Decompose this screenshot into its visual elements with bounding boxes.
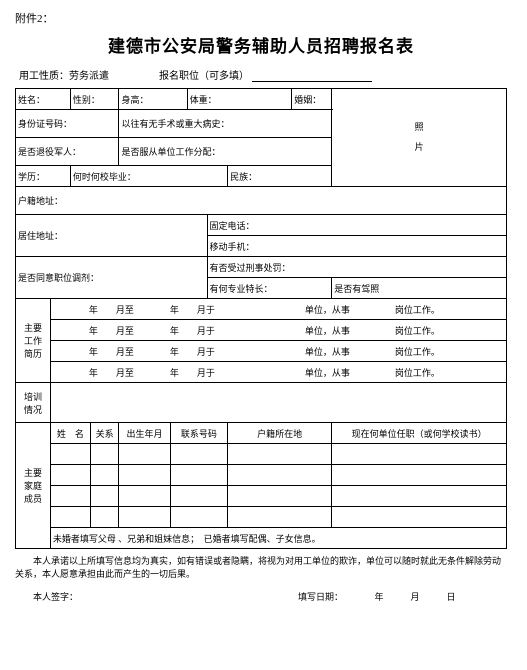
fam-r3c1: [50, 486, 90, 507]
fam-r4c4: [170, 507, 228, 528]
fam-r4c3: [119, 507, 170, 528]
weight-cell: 体重：: [187, 89, 292, 110]
adj-cell: 是否同意职位调剂：: [16, 257, 208, 299]
disease-cell: 以往有无手术或重大病史：: [119, 110, 332, 138]
work-row-4: 年 月至 年 月于 单位，从事 岗位工作。: [50, 362, 506, 383]
skill-cell: 有何专业特长：: [207, 278, 332, 299]
fam-r2c2: [90, 465, 119, 486]
grad-cell: 何时何校毕业：: [70, 166, 227, 187]
fam-h-phone: 联系号码: [170, 423, 228, 444]
veteran-cell: 是否退役军人：: [16, 138, 119, 166]
form-table: 姓名： 性别： 身高： 体重： 婚姻： 照片 身份证号码： 以往有无手术或重大病…: [15, 88, 507, 549]
fam-r2c4: [170, 465, 228, 486]
fam-r1c6: [332, 444, 507, 465]
addr-cell: 居住地址：: [16, 215, 208, 257]
name-cell: 姓名：: [16, 89, 71, 110]
fam-r3c6: [332, 486, 507, 507]
fam-r3c4: [170, 486, 228, 507]
position-label: 报名职位（可多填）: [159, 71, 249, 82]
work-row-2: 年 月至 年 月于 单位，从事 岗位工作。: [50, 320, 506, 341]
fam-r2c1: [50, 465, 90, 486]
assign-cell: 是否服从单位工作分配：: [119, 138, 332, 166]
work-row-1: 年 月至 年 月于 单位，从事 岗位工作。: [50, 299, 506, 320]
train-cell: [50, 383, 506, 423]
fam-r1c5: [228, 444, 332, 465]
work-row-3: 年 月至 年 月于 单位，从事 岗位工作。: [50, 341, 506, 362]
fam-note-cell: 未婚者填写父母 、兄弟和姐妹信息； 已婚者填写配偶、子女信息。: [50, 528, 506, 549]
fam-r1c1: [50, 444, 90, 465]
photo-cell: 照片: [332, 89, 507, 187]
height-cell: 身高：: [119, 89, 187, 110]
id-cell: 身份证号码：: [16, 110, 119, 138]
nation-cell: 民族：: [228, 166, 332, 187]
fam-r4c6: [332, 507, 507, 528]
work-label: 主要工作简历: [16, 299, 51, 383]
declaration: 本人承诺以上所填写信息均为真实，如有错误或者隐瞒，将视为对用工单位的欺诈，单位可…: [15, 555, 507, 580]
family-label: 主要家庭成员: [16, 423, 51, 549]
fam-r1c2: [90, 444, 119, 465]
fam-r3c2: [90, 486, 119, 507]
position-underline: [252, 71, 372, 82]
train-label: 培训情况: [16, 383, 51, 423]
pun-cell: 有否受过刑事处罚：: [207, 257, 506, 278]
fam-r3c3: [119, 486, 170, 507]
fam-r2c3: [119, 465, 170, 486]
employ-type-val: 劳务派遣: [69, 71, 109, 82]
employ-type-label: 用工性质：: [19, 71, 69, 82]
date-label: 填写日期： 年 月 日: [298, 590, 456, 603]
tel-cell: 固定电话：: [207, 215, 506, 236]
mob-cell: 移动手机：: [207, 236, 506, 257]
fam-h-dob: 出生年月: [119, 423, 170, 444]
fam-r1c3: [119, 444, 170, 465]
edu-cell: 学历：: [16, 166, 71, 187]
marry-cell: 婚姻：: [292, 89, 332, 110]
fam-r4c1: [50, 507, 90, 528]
fam-r1c4: [170, 444, 228, 465]
huji-cell: 户籍地址：: [16, 187, 507, 215]
fam-r3c5: [228, 486, 332, 507]
fam-h-job: 现在何单位任职（或何学校读书）: [332, 423, 507, 444]
fam-r4c2: [90, 507, 119, 528]
attachment-label: 附件2：: [15, 10, 507, 26]
sign-label: 本人签字：: [33, 590, 78, 603]
sex-cell: 性别：: [70, 89, 119, 110]
sub-header: 用工性质：劳务派遣 报名职位（可多填）: [15, 67, 507, 82]
fam-h-reg: 户籍所在地: [228, 423, 332, 444]
lic-cell: 是否有驾照: [332, 278, 507, 299]
fam-r4c5: [228, 507, 332, 528]
signature-row: 本人签字： 填写日期： 年 月 日: [15, 590, 507, 603]
form-title: 建德市公安局警务辅助人员招聘报名表: [15, 32, 507, 57]
fam-h-name: 姓 名: [50, 423, 90, 444]
fam-r2c6: [332, 465, 507, 486]
fam-r2c5: [228, 465, 332, 486]
fam-h-rel: 关系: [90, 423, 119, 444]
